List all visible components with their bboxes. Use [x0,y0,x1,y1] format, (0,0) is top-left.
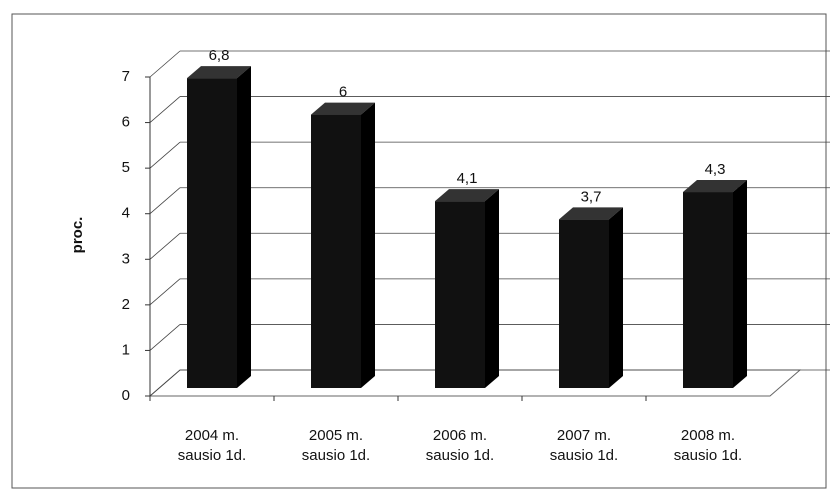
y-tick-label: 0 [122,387,130,404]
grid-diagonal [149,50,181,78]
bar [187,78,237,388]
data-label: 4,1 [457,170,478,187]
grid-diagonal [149,232,181,260]
bar [683,192,733,388]
x-tick-label: 2005 m. sausio 1d. [301,427,371,464]
y-tick-label: 7 [122,68,130,85]
data-label: 6 [339,84,347,101]
bar-side [361,102,375,389]
y-tick-label: 3 [122,250,130,267]
grid-diagonal [149,278,181,306]
bar-side [609,207,623,388]
bar-side [237,66,251,388]
bar-top [187,66,251,79]
y-tick-label: 1 [122,341,130,358]
bar-top [311,102,375,115]
grid-diagonal [149,369,181,397]
data-label: 6,8 [209,47,230,64]
y-axis-label: proc. [69,217,86,254]
x-tick-label: 2006 m. sausio 1d. [425,427,495,464]
data-label: 3,7 [581,188,602,205]
grid-diagonal [149,141,181,169]
chart-border [11,13,827,489]
y-tick-label: 5 [122,159,130,176]
y-tick-label: 4 [122,205,130,222]
bar [311,114,361,389]
bar-top [559,207,623,220]
x-tick-label: 2008 m. sausio 1d. [673,427,743,464]
bar-side [485,189,499,388]
x-tick-label: 2004 m. sausio 1d. [177,427,247,464]
x-tick-label: 2007 m. sausio 1d. [549,427,619,464]
y-tick-label: 6 [122,114,130,131]
bar-top [683,180,747,193]
bar [559,219,609,388]
y-tick-label: 2 [122,296,130,313]
grid-diagonal [149,324,181,351]
bar [435,201,485,388]
grid-diagonal [149,96,181,123]
grid-diagonal [149,187,181,215]
bar-side [733,180,747,388]
bar-top [435,189,499,202]
data-label: 4,3 [705,161,726,178]
